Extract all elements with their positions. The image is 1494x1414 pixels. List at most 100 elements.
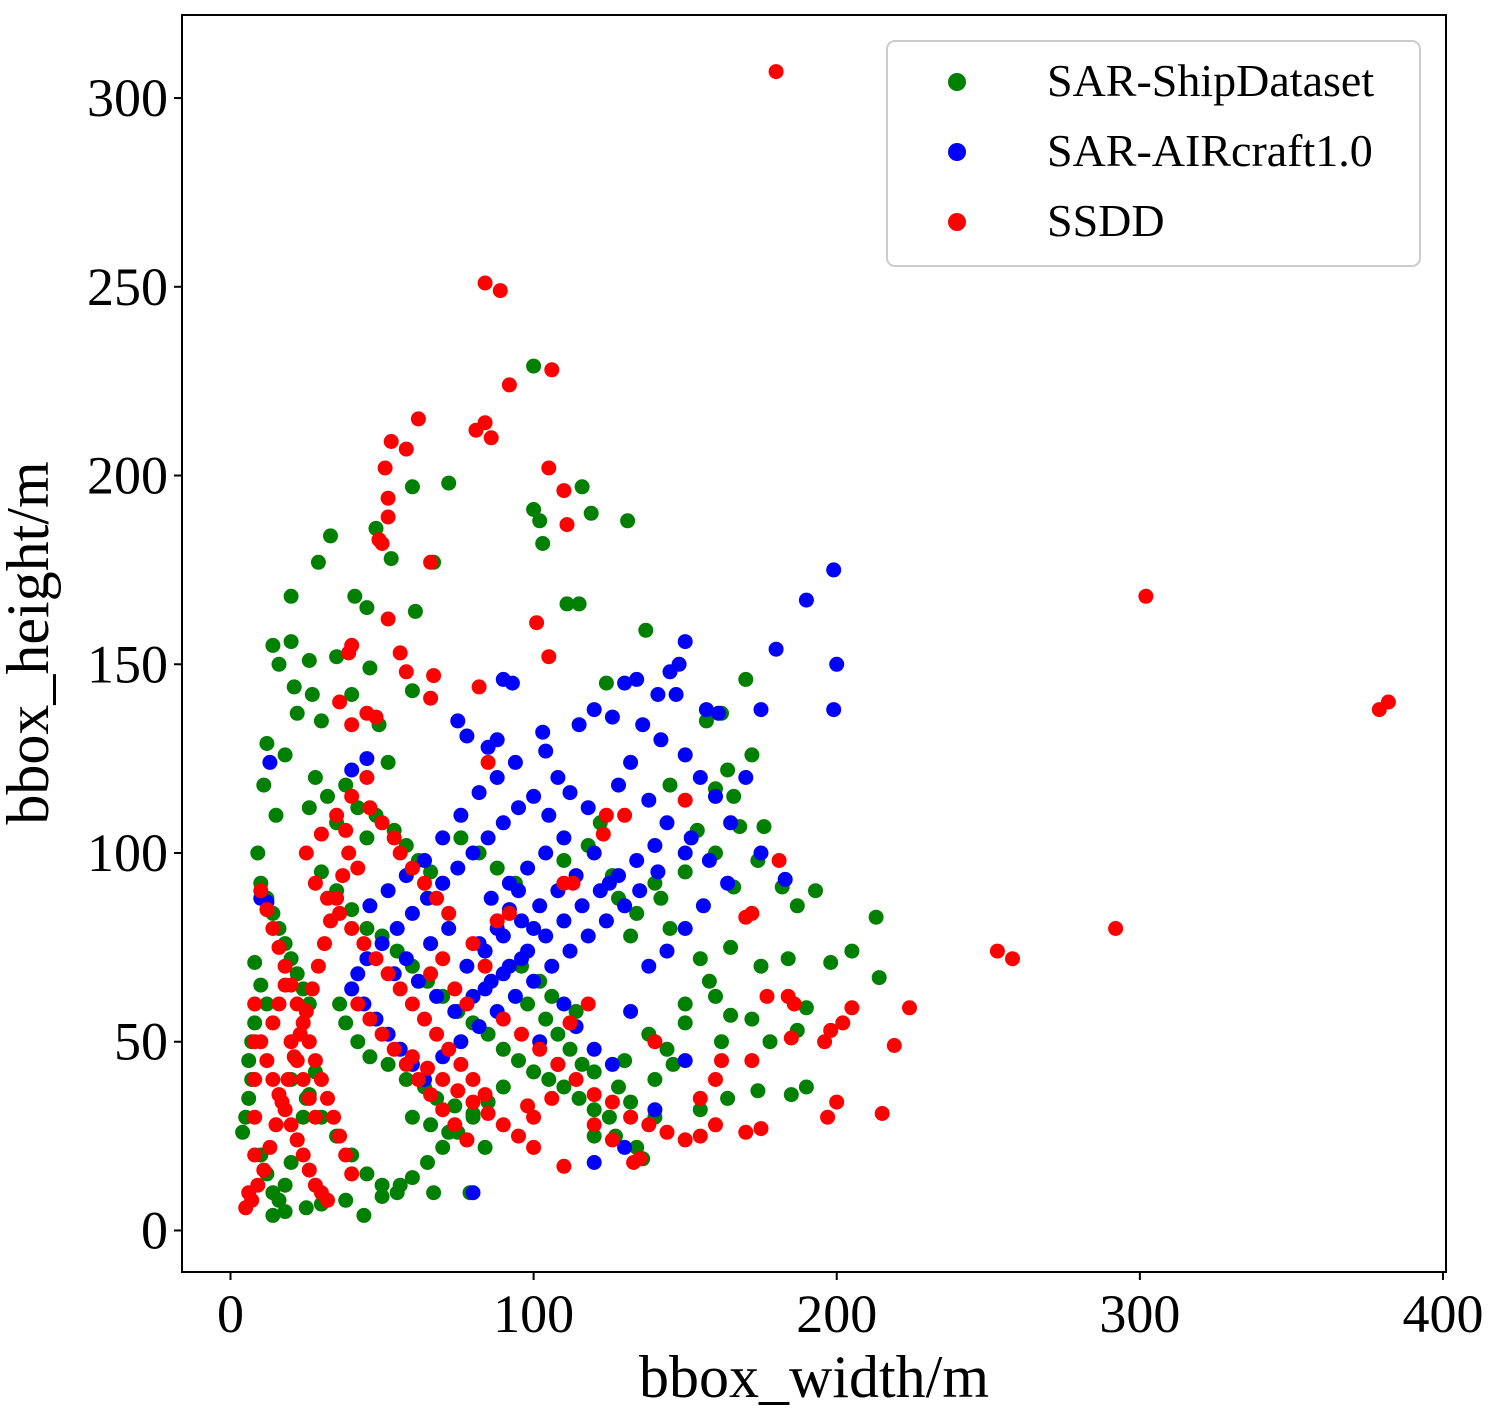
point [320, 788, 335, 804]
point [698, 702, 714, 718]
point [265, 1015, 281, 1031]
point [453, 1034, 469, 1050]
point [450, 713, 466, 729]
point [768, 64, 784, 80]
point [677, 634, 693, 650]
legend-label-sar-aircraft: SAR-AIRcraft1.0 [1047, 125, 1373, 176]
point [450, 1083, 466, 1099]
point [374, 936, 390, 952]
x-tick-label: 200 [796, 1284, 877, 1344]
point [380, 611, 396, 627]
point [471, 785, 487, 801]
point [629, 905, 645, 921]
point [692, 1128, 708, 1144]
point [265, 1072, 281, 1087]
point [247, 1072, 263, 1087]
point [489, 860, 505, 876]
point [310, 958, 326, 974]
point [435, 1102, 451, 1118]
point [604, 1056, 620, 1072]
point [511, 883, 526, 899]
point [514, 1026, 529, 1042]
point [483, 430, 499, 446]
point [271, 996, 287, 1012]
axes-layer: 0 100 200 300 400 0 50 100 150 200 250 300 [87, 68, 1483, 1344]
point [407, 603, 423, 619]
point [247, 1109, 263, 1125]
point [586, 1041, 602, 1057]
point [323, 528, 338, 544]
point [511, 1053, 526, 1069]
point [571, 596, 587, 612]
point [1138, 588, 1154, 604]
point [514, 951, 529, 967]
point [744, 747, 760, 763]
point [362, 898, 378, 914]
point [259, 736, 275, 751]
point [902, 1000, 917, 1016]
point [283, 1034, 299, 1050]
point [783, 1087, 799, 1103]
point [495, 1079, 511, 1095]
point [489, 770, 505, 785]
point [404, 860, 420, 876]
point [465, 845, 481, 861]
point [283, 634, 299, 650]
point [726, 788, 742, 804]
point [265, 921, 281, 936]
point [477, 1087, 493, 1103]
point [392, 845, 408, 861]
point [350, 966, 366, 982]
point [526, 358, 542, 374]
point [835, 1015, 851, 1031]
point [423, 1087, 439, 1103]
point [708, 788, 723, 804]
point [495, 1011, 511, 1027]
point [662, 777, 678, 793]
point [344, 1166, 360, 1182]
point [477, 958, 493, 974]
point [283, 1155, 299, 1170]
point [714, 1034, 729, 1050]
point [529, 615, 545, 631]
point [244, 1192, 260, 1208]
x-tick-label: 300 [1099, 1284, 1180, 1344]
point [738, 909, 754, 925]
point [826, 562, 842, 578]
point [753, 958, 769, 974]
point [659, 815, 675, 831]
point [756, 819, 772, 835]
point [780, 951, 796, 967]
point [423, 1117, 439, 1133]
point [886, 1038, 902, 1053]
point [586, 1087, 602, 1103]
point [541, 460, 557, 476]
point [465, 936, 481, 952]
point [586, 702, 602, 718]
point [653, 732, 669, 748]
point [289, 1053, 305, 1069]
point [604, 1132, 620, 1148]
point [868, 909, 884, 925]
point [574, 898, 590, 914]
point [550, 1056, 566, 1072]
point [256, 1162, 272, 1178]
point [429, 890, 445, 906]
point [359, 921, 375, 936]
point [410, 411, 426, 427]
point [647, 875, 663, 891]
point [247, 996, 263, 1012]
point [398, 1056, 414, 1072]
points-layer [235, 64, 1396, 1223]
point [580, 928, 596, 944]
point [338, 1192, 354, 1208]
point [338, 822, 354, 838]
point [750, 1083, 766, 1099]
point [259, 1053, 275, 1069]
point [435, 951, 451, 967]
point [556, 1158, 572, 1174]
point [586, 1102, 602, 1118]
legend-frame [886, 40, 1421, 267]
point [241, 1053, 257, 1069]
point [562, 1041, 578, 1057]
